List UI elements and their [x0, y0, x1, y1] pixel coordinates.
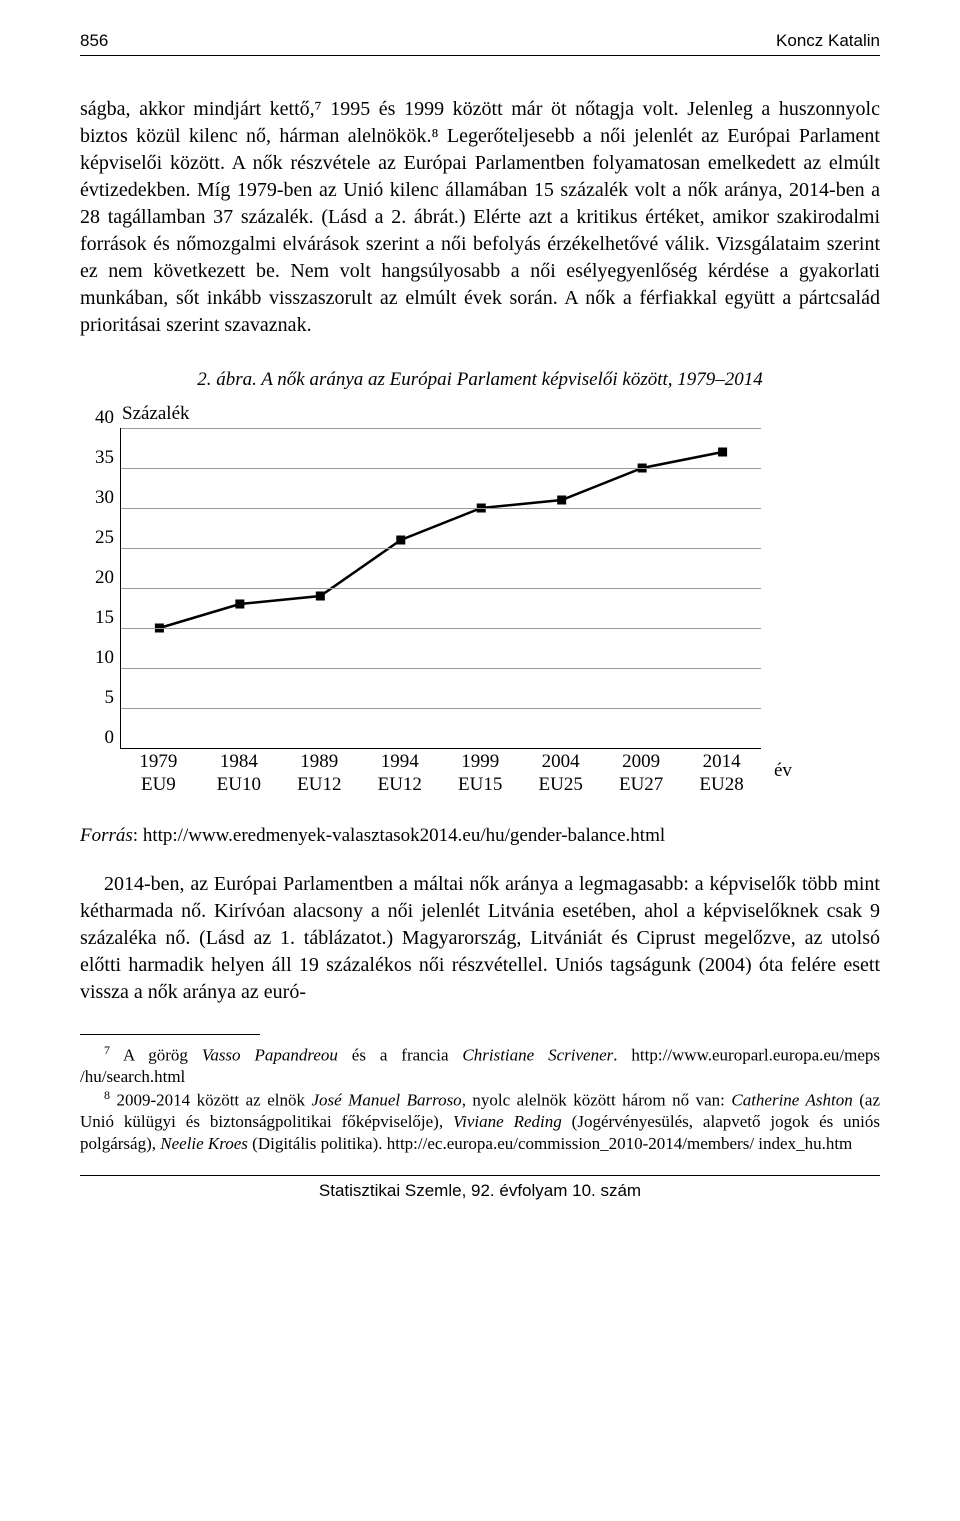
- x-tick: 1984EU10: [217, 751, 261, 797]
- x-tick: 2004EU25: [539, 751, 583, 797]
- chart-plot-area: [120, 428, 761, 749]
- y-axis: 4035302520151050: [80, 428, 120, 748]
- footnote-7: 7 A görög Vasso Papandreou és a francia …: [80, 1043, 880, 1088]
- source-label: Forrás: [80, 825, 133, 846]
- x-tick: 1999EU15: [458, 751, 502, 797]
- page-header: 856 Koncz Katalin: [80, 30, 880, 56]
- page-footer: Statisztikai Szemle, 92. évfolyam 10. sz…: [80, 1175, 880, 1203]
- x-tick: 2009EU27: [619, 751, 663, 797]
- x-tick: 1979EU9: [139, 751, 177, 797]
- footnote-8: 8 2009-2014 között az elnök José Manuel …: [80, 1088, 880, 1155]
- page-number: 856: [80, 30, 108, 53]
- paragraph-1: ságba, akkor mindjárt kettő,⁷ 1995 és 19…: [80, 96, 880, 339]
- x-axis: 1979EU9 1984EU10 1989EU12 1994EU12 1999EU15 2…: [120, 749, 760, 795]
- x-tick: 1994EU12: [378, 751, 422, 797]
- header-author: Koncz Katalin: [776, 30, 880, 53]
- footnotes: 7 A görög Vasso Papandreou és a francia …: [80, 1043, 880, 1155]
- paragraph-2: 2014-ben, az Európai Parlamentben a mált…: [80, 871, 880, 1006]
- x-axis-title: év: [774, 758, 792, 784]
- source-text: : http://www.eredmenyek-valasztasok2014.…: [133, 825, 665, 846]
- figure-source: Forrás: http://www.eredmenyek-valasztaso…: [80, 823, 880, 849]
- figure-caption: 2. ábra. A nők aránya az Európai Parlame…: [80, 367, 880, 393]
- y-axis-title: Százalék: [122, 401, 880, 427]
- x-tick: 1989EU12: [297, 751, 341, 797]
- footnote-separator: [80, 1034, 260, 1035]
- figure-2-chart: Százalék 4035302520151050 év 1979EU9 1984…: [80, 401, 880, 796]
- x-tick: 2014EU28: [699, 751, 743, 797]
